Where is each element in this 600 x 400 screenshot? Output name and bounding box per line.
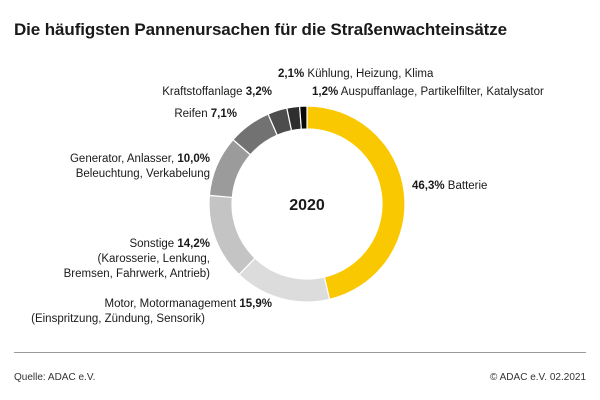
label-line: Kraftstoffanlage 3,2% — [162, 86, 272, 98]
slice-value: 3,2% — [246, 86, 272, 98]
source-note: Quelle: ADAC e.V. — [14, 372, 96, 383]
center-year-label: 2020 — [289, 197, 325, 214]
slice-value: 1,2% — [312, 86, 338, 98]
slice-name: Sonstige — [129, 238, 177, 250]
label-line: Generator, Anlasser, 10,0% — [70, 153, 210, 165]
slice-value: 7,1% — [211, 108, 237, 120]
label-generator-anlasser: Generator, Anlasser, 10,0% Beleuchtung, V… — [70, 153, 210, 180]
label-kuehlung-heizung-klima: 2,1% Kühlung, Heizung, Klima — [278, 68, 434, 80]
label-sonstige: Sonstige 14,2% (Karosserie, Lenkung, Brems… — [64, 238, 211, 280]
label-line: 2,1% Kühlung, Heizung, Klima — [278, 68, 434, 80]
slice-name: Reifen — [174, 108, 210, 120]
slice-name: Auspuffanlage, Partikelfilter, Katalysat… — [338, 86, 544, 98]
label-kraftstoffanlage: Kraftstoffanlage 3,2% — [162, 86, 272, 98]
slice-name: Batterie — [445, 180, 488, 192]
label-motor-motormanagement: Motor, Motormanagement 15,9% (Einspritzun… — [31, 298, 272, 325]
label-line: Sonstige 14,2% — [129, 238, 210, 250]
label-line: Beleuchtung, Verkabelung — [76, 168, 210, 180]
slice-value: 14,2% — [177, 238, 210, 250]
label-auspuffanlage-partikelfilter-katalysator: 1,2% Auspuffanlage, Partikelfilter, Kata… — [312, 86, 544, 98]
footer-divider — [14, 352, 586, 353]
label-line: Motor, Motormanagement 15,9% — [105, 298, 272, 310]
slice-value: 46,3% — [412, 180, 445, 192]
slice-auspuffanlage-partikelfilter-katalysator — [298, 105, 308, 130]
label-batterie: 46,3% Batterie — [412, 180, 487, 192]
label-line: (Einspritzung, Zündung, Sensorik) — [31, 313, 205, 325]
slice-value: 10,0% — [177, 153, 210, 165]
label-line: 1,2% Auspuffanlage, Partikelfilter, Kata… — [312, 86, 544, 98]
slice-motor-motormanagement — [238, 257, 331, 303]
label-line: Reifen 7,1% — [174, 108, 237, 120]
slice-value: 15,9% — [239, 298, 272, 310]
slice-name: Kühlung, Heizung, Klima — [304, 68, 434, 80]
chart-title: Die häufigsten Pannenursachen für die St… — [14, 20, 507, 39]
label-line: 46,3% Batterie — [412, 180, 487, 192]
label-line: (Karosserie, Lenkung, — [97, 253, 210, 265]
label-line: Bremsen, Fahrwerk, Antrieb) — [64, 268, 211, 280]
slice-name: Motor, Motormanagement — [105, 298, 240, 310]
label-reifen: Reifen 7,1% — [174, 108, 237, 120]
slice-name: Kraftstoffanlage — [162, 86, 246, 98]
copyright-note: © ADAC e.V. 02.2021 — [490, 372, 586, 383]
slice-value: 2,1% — [278, 68, 304, 80]
slice-sonstige — [208, 194, 256, 276]
slice-name: Generator, Anlasser, — [70, 153, 177, 165]
